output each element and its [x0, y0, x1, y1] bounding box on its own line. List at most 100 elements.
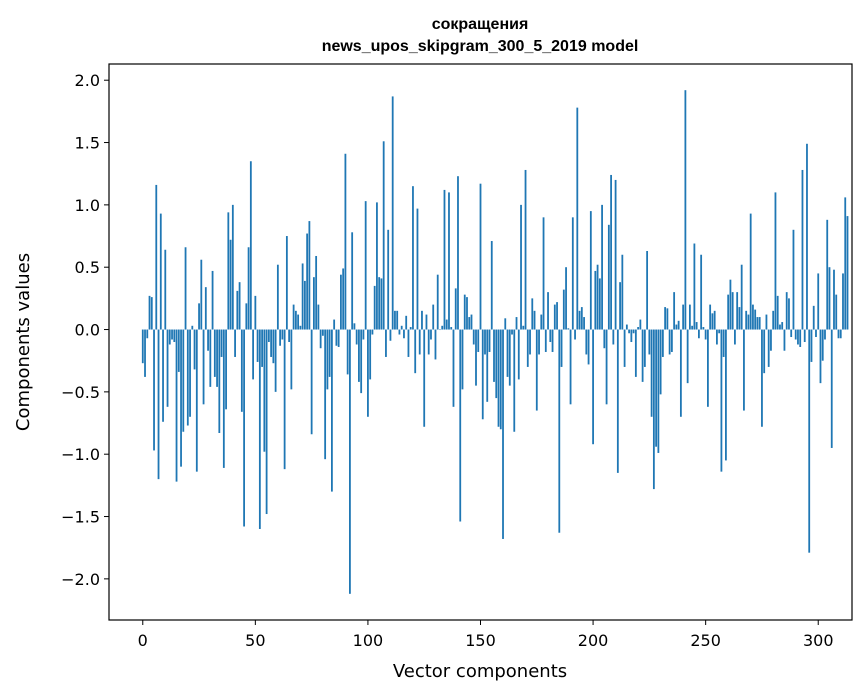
bar	[209, 329, 212, 387]
bar	[797, 329, 799, 345]
bar	[432, 304, 435, 330]
bar	[828, 267, 831, 330]
bar	[641, 329, 644, 382]
bar	[605, 329, 608, 405]
bar	[276, 264, 279, 330]
bar	[452, 329, 455, 407]
bar	[414, 329, 417, 374]
bar	[376, 202, 378, 330]
bar	[270, 329, 273, 357]
bar	[783, 329, 786, 351]
bar	[623, 329, 626, 367]
bar	[770, 329, 772, 351]
bar	[668, 329, 671, 355]
bar	[734, 329, 736, 345]
bar	[655, 329, 658, 447]
bar	[238, 282, 241, 330]
bar	[141, 329, 144, 364]
bar	[189, 329, 191, 417]
bar	[279, 329, 282, 346]
bar	[556, 302, 558, 330]
bar	[254, 295, 257, 330]
x-tick-label: 50	[245, 631, 265, 650]
bar	[740, 264, 743, 330]
bar	[607, 224, 610, 330]
plot-frame	[108, 63, 853, 621]
bar	[198, 303, 200, 330]
bar	[718, 329, 721, 334]
bar	[670, 329, 673, 352]
bar	[835, 294, 838, 330]
bar	[146, 329, 149, 339]
bar	[443, 189, 446, 330]
bar	[571, 217, 574, 330]
bar	[231, 204, 234, 330]
bar	[821, 329, 824, 361]
bar	[430, 329, 432, 340]
bar	[331, 329, 333, 492]
x-tick-label: 300	[803, 631, 834, 650]
bar	[598, 278, 601, 330]
bar	[799, 329, 802, 347]
bar	[720, 329, 723, 472]
bar	[416, 208, 419, 330]
bar	[610, 174, 612, 330]
bar	[781, 322, 784, 330]
bar	[362, 329, 365, 340]
bar	[461, 329, 464, 390]
bar	[844, 197, 847, 330]
bar	[297, 314, 300, 330]
bar	[679, 329, 682, 417]
bar	[673, 292, 676, 330]
y-tick-label: −2.0	[61, 570, 100, 589]
bar	[263, 329, 266, 452]
bar	[731, 292, 734, 330]
bar	[648, 329, 651, 355]
bar	[716, 329, 718, 345]
bar	[477, 329, 480, 352]
bar	[470, 314, 473, 330]
bar	[340, 274, 342, 330]
bar	[693, 243, 696, 330]
bar	[407, 329, 410, 357]
bar	[779, 324, 781, 330]
bar	[497, 329, 500, 427]
bar	[218, 329, 221, 433]
bar	[369, 329, 372, 380]
bar	[761, 329, 763, 427]
y-tick-label: 1.5	[75, 134, 100, 153]
bar	[686, 329, 689, 384]
bar	[202, 329, 205, 405]
bar	[754, 309, 757, 330]
bar	[830, 329, 833, 448]
bar	[630, 329, 633, 342]
bar	[495, 329, 498, 399]
bar	[252, 329, 254, 380]
bar	[186, 329, 189, 426]
bar	[274, 329, 277, 392]
bar	[589, 211, 592, 330]
bar	[227, 212, 230, 330]
bar	[405, 315, 408, 330]
bar	[306, 233, 309, 330]
bar	[308, 221, 311, 330]
bar	[267, 329, 270, 342]
bar	[326, 329, 329, 390]
bar	[745, 310, 748, 330]
bar	[155, 184, 158, 330]
bar	[601, 204, 603, 330]
bar	[256, 329, 259, 362]
bar	[839, 329, 842, 339]
bar	[261, 329, 263, 367]
bar	[567, 328, 570, 330]
bar	[594, 270, 597, 330]
x-tick-label: 150	[465, 631, 496, 650]
bar	[817, 273, 820, 330]
bar	[508, 329, 511, 386]
bar	[207, 329, 209, 351]
bar	[294, 310, 297, 330]
bar	[220, 329, 223, 357]
bar	[522, 325, 525, 330]
bar	[634, 329, 637, 377]
